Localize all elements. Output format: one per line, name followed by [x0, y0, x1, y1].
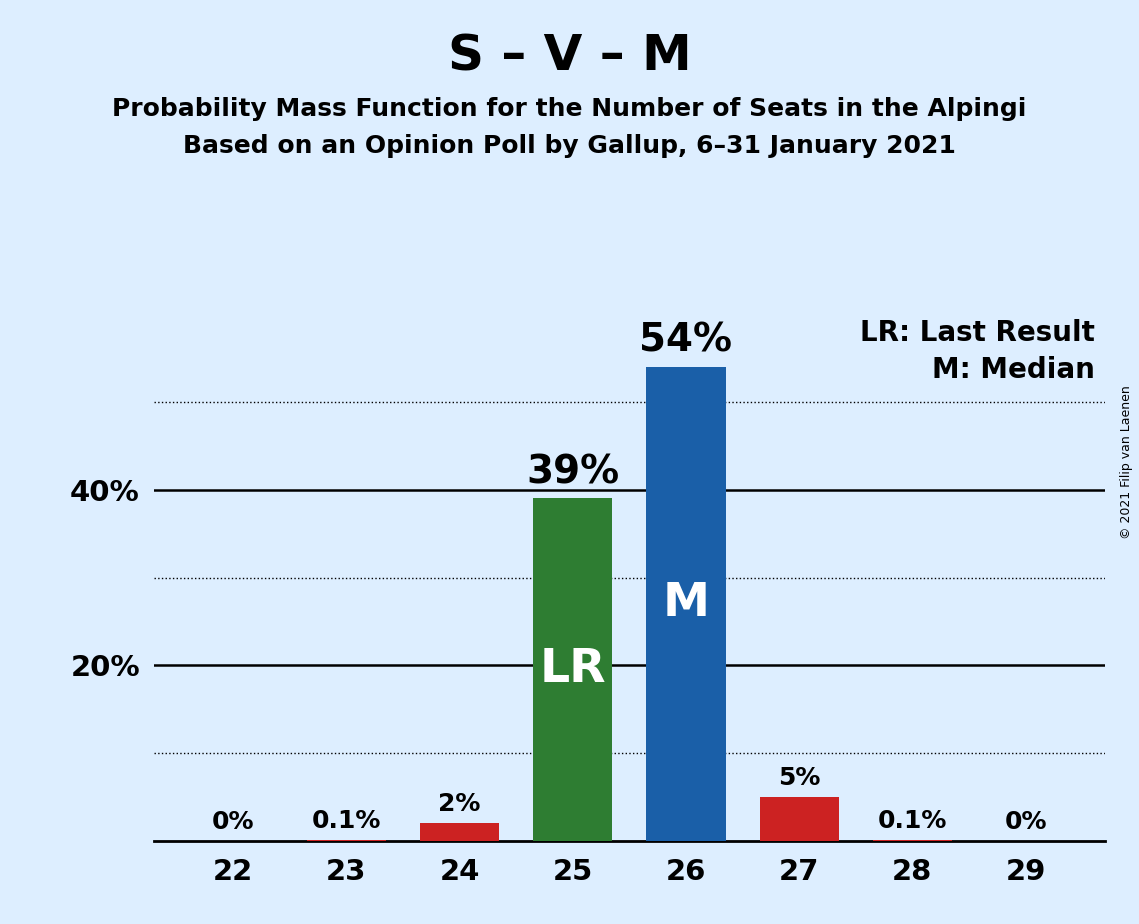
- Text: M: Median: M: Median: [933, 357, 1096, 384]
- Text: 39%: 39%: [526, 454, 620, 492]
- Text: 5%: 5%: [778, 766, 820, 790]
- Text: 0%: 0%: [212, 809, 254, 833]
- Text: 54%: 54%: [639, 322, 732, 359]
- Text: Probability Mass Function for the Number of Seats in the Alpingi: Probability Mass Function for the Number…: [113, 97, 1026, 121]
- Bar: [420, 823, 499, 841]
- Text: S – V – M: S – V – M: [448, 32, 691, 80]
- Text: LR: Last Result: LR: Last Result: [860, 320, 1096, 347]
- Bar: [760, 796, 838, 841]
- Text: LR: LR: [540, 647, 606, 692]
- Bar: [646, 367, 726, 841]
- Text: 0%: 0%: [1005, 809, 1047, 833]
- Bar: [533, 499, 613, 841]
- Text: © 2021 Filip van Laenen: © 2021 Filip van Laenen: [1121, 385, 1133, 539]
- Text: 2%: 2%: [439, 792, 481, 816]
- Text: M: M: [663, 581, 710, 626]
- Text: 0.1%: 0.1%: [878, 808, 947, 833]
- Text: Based on an Opinion Poll by Gallup, 6–31 January 2021: Based on an Opinion Poll by Gallup, 6–31…: [183, 134, 956, 158]
- Text: 0.1%: 0.1%: [312, 808, 380, 833]
